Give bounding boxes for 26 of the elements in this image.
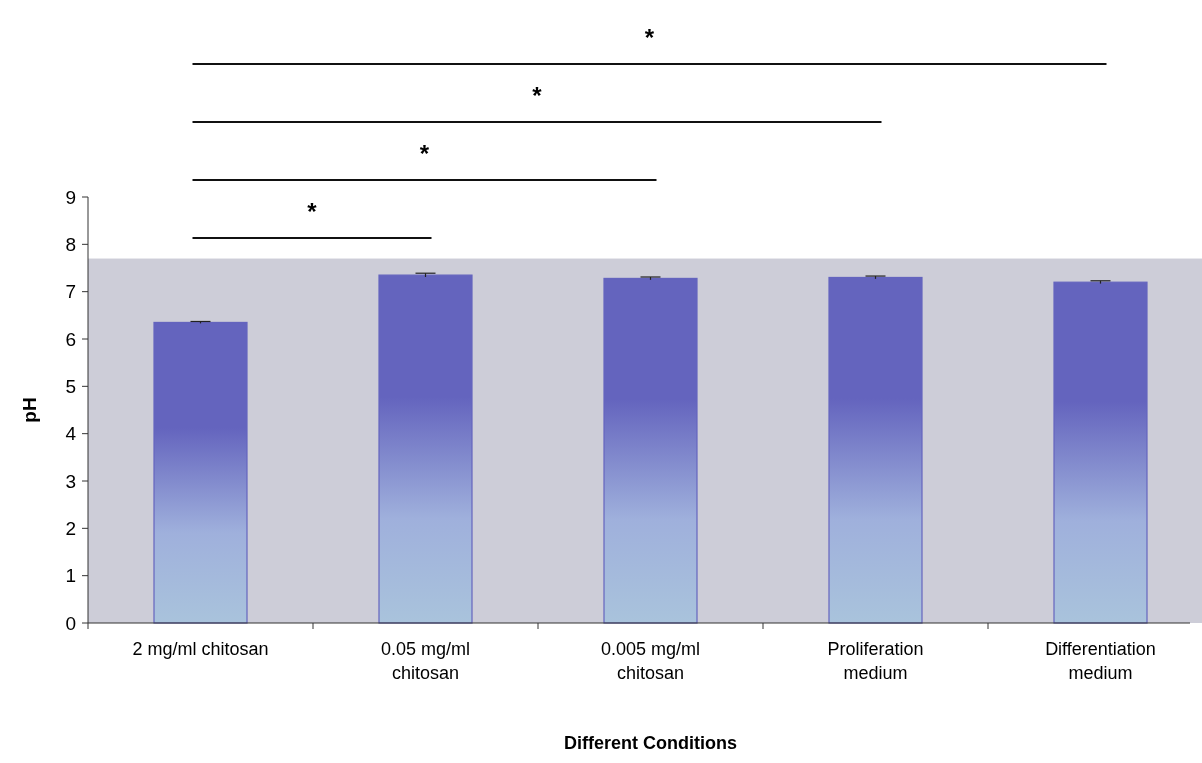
x-tick-label: 2 mg/ml chitosan: [132, 639, 269, 659]
y-tick-label: 7: [65, 281, 76, 303]
bar: [603, 277, 698, 624]
y-tick-label: 2: [65, 517, 76, 539]
bar: [828, 276, 923, 624]
text: *: [644, 24, 655, 51]
x-axis-title: Different Conditions: [564, 733, 737, 753]
text: *: [419, 140, 430, 167]
y-tick-label: 6: [65, 328, 76, 350]
x-tick-label: 0.05 mg/ml chitosan: [380, 639, 471, 683]
y-tick-label: 8: [65, 233, 76, 255]
x-tick-label: Differentiation medium: [1045, 639, 1156, 683]
y-tick-label: 0: [65, 612, 76, 634]
text: *: [532, 82, 543, 109]
y-tick-label: 9: [65, 186, 76, 208]
bar: [1053, 281, 1148, 624]
annotation: *: [307, 198, 318, 225]
y-tick-label: 3: [65, 470, 76, 492]
y-tick-label: 1: [65, 565, 76, 587]
y-axis-title: pH: [19, 397, 40, 423]
bar: [378, 274, 473, 624]
y-tick-label: 5: [65, 375, 76, 397]
x-tick-label: Proliferation medium: [827, 639, 924, 683]
bar: [153, 321, 248, 624]
y-tick-label: 4: [65, 423, 77, 445]
x-tick-label: 0.005 mg/ml chitosan: [600, 639, 701, 683]
